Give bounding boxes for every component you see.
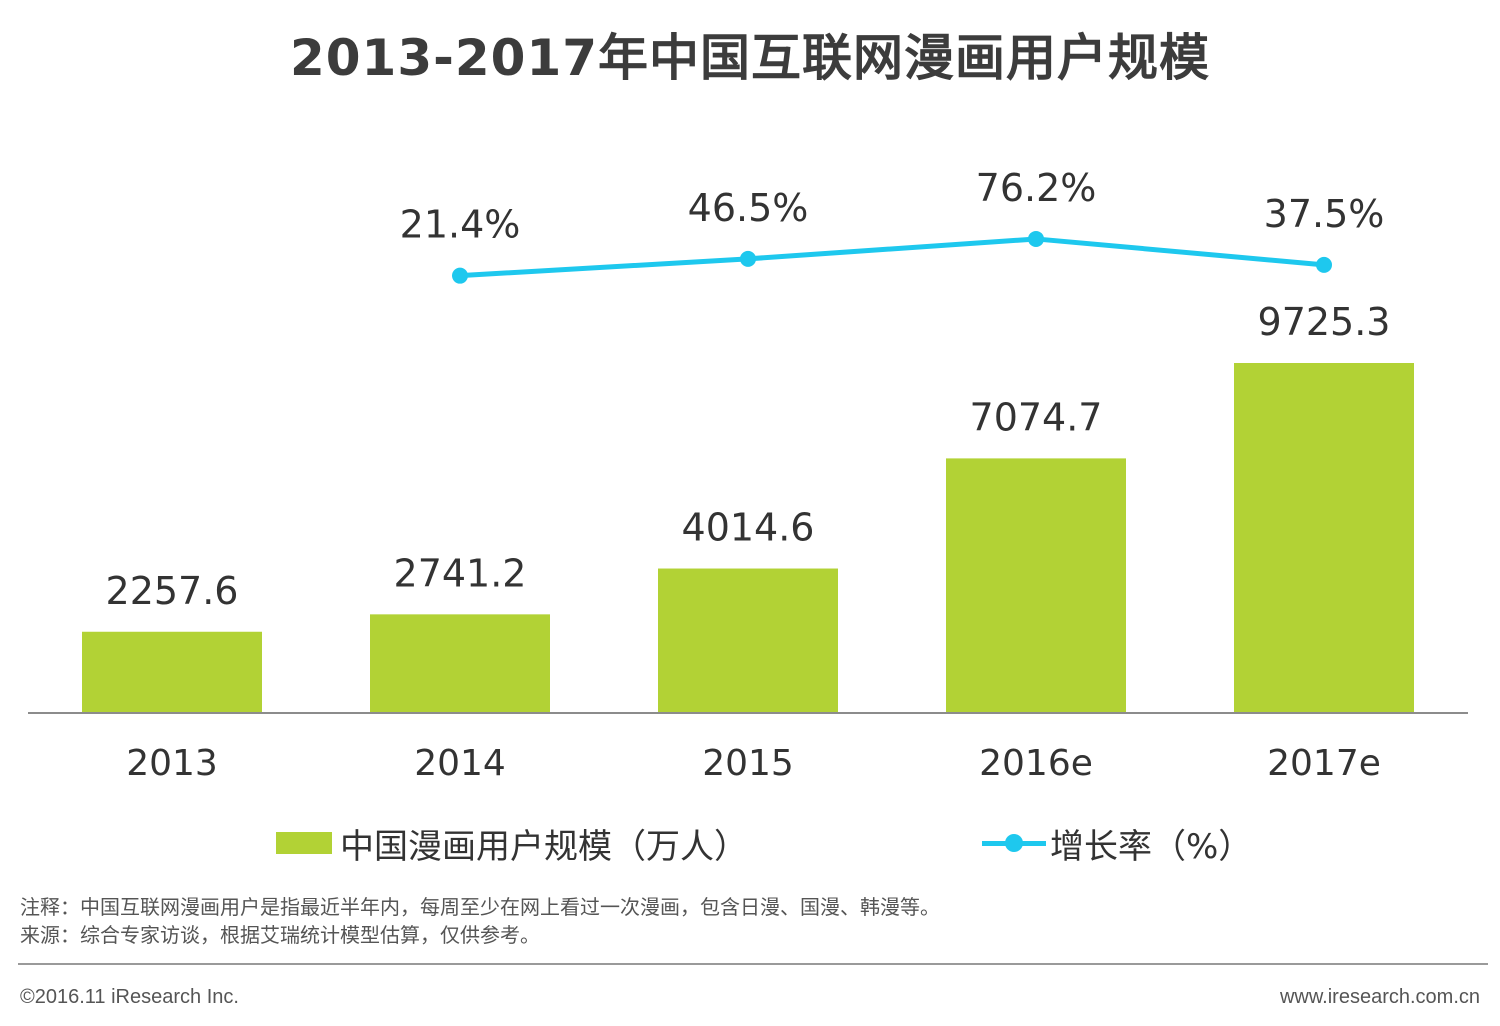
notes: 注释：中国互联网漫画用户是指最近半年内，每周至少在网上看过一次漫画，包含日漫、国… bbox=[20, 893, 940, 949]
growth-point bbox=[452, 267, 468, 284]
x-tick-label: 2015 bbox=[702, 743, 794, 784]
growth-value-label: 37.5% bbox=[1264, 192, 1385, 236]
x-tick-label: 2017e bbox=[1267, 743, 1381, 784]
legend-item-growth: 增长率（%） bbox=[982, 818, 1252, 868]
bar-value-label: 2257.6 bbox=[106, 569, 239, 613]
bar-2017e bbox=[1234, 363, 1414, 713]
copyright: ©2016.11 iResearch Inc. bbox=[20, 986, 239, 1008]
bar-value-label: 9725.3 bbox=[1258, 300, 1391, 344]
legend-item-users: 中国漫画用户规模（万人） bbox=[276, 818, 748, 868]
bar-2013 bbox=[82, 631, 262, 713]
growth-value-label: 21.4% bbox=[400, 203, 521, 247]
bar-2014 bbox=[370, 614, 550, 713]
bar-2015 bbox=[658, 568, 838, 713]
x-tick-label: 2014 bbox=[414, 743, 506, 784]
x-tick-labels: 2013 2014 2015 2016e 2017e bbox=[126, 743, 1381, 784]
note-source: 来源：综合专家访谈，根据艾瑞统计模型估算，仅供参考。 bbox=[20, 923, 540, 947]
growth-point bbox=[740, 250, 756, 267]
footer-divider bbox=[18, 963, 1488, 965]
legend-bar-swatch bbox=[276, 832, 332, 854]
growth-line-layer: 21.4% 46.5% 76.2% 37.5% bbox=[400, 166, 1385, 284]
growth-point bbox=[1028, 230, 1044, 247]
website-link[interactable]: www.iresearch.com.cn bbox=[1279, 986, 1480, 1008]
bar-2016e bbox=[946, 458, 1126, 713]
x-tick-label: 2016e bbox=[979, 743, 1093, 784]
bars-layer: 2257.6 2741.2 4014.6 7074.7 9725.3 bbox=[82, 300, 1414, 713]
bar-value-label: 2741.2 bbox=[394, 551, 527, 595]
legend-line-swatch bbox=[982, 828, 1046, 858]
chart-title: 2013-2017年中国互联网漫画用户规模 bbox=[289, 29, 1211, 87]
note-definition: 注释：中国互联网漫画用户是指最近半年内，每周至少在网上看过一次漫画，包含日漫、国… bbox=[20, 895, 940, 919]
growth-point bbox=[1316, 256, 1332, 273]
x-tick-label: 2013 bbox=[126, 743, 218, 784]
legend-label-users: 中国漫画用户规模（万人） bbox=[340, 826, 748, 867]
growth-line bbox=[459, 236, 1325, 279]
bar-value-label: 4014.6 bbox=[682, 506, 815, 550]
growth-value-label: 46.5% bbox=[688, 186, 809, 230]
legend: 中国漫画用户规模（万人） 增长率（%） bbox=[0, 818, 1500, 868]
bar-value-label: 7074.7 bbox=[970, 395, 1103, 439]
legend-label-growth: 增长率（%） bbox=[1050, 826, 1253, 867]
growth-value-label: 76.2% bbox=[976, 166, 1097, 210]
